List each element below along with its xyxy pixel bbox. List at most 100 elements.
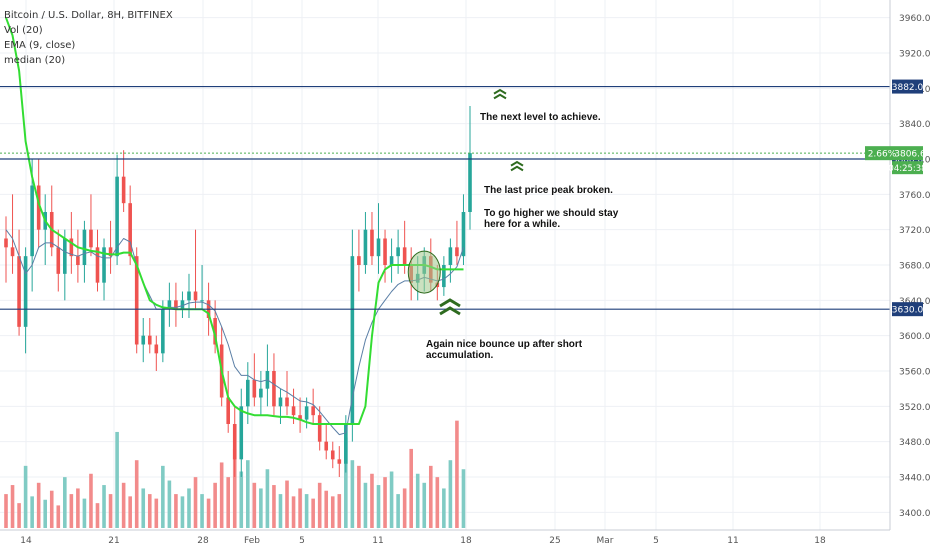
- volume-bar: [49, 490, 54, 528]
- candle-body: [180, 300, 185, 310]
- annotation-bounce-1: Again nice bounce up after short: [426, 339, 583, 350]
- x-tick-label: 18: [814, 536, 826, 546]
- y-tick-label: 3600.0: [899, 332, 931, 342]
- candle: [226, 371, 230, 433]
- volume-bar: [455, 420, 459, 528]
- candle: [265, 344, 270, 407]
- candle: [259, 371, 263, 416]
- legend-median[interactable]: median (20): [4, 55, 66, 66]
- candle: [141, 318, 146, 363]
- candle-body: [147, 335, 152, 345]
- candle: [370, 212, 374, 265]
- candle: [396, 229, 400, 274]
- volume-bar: [265, 469, 270, 528]
- volume-bar: [232, 448, 237, 528]
- candle-body: [63, 238, 67, 274]
- candle-body: [95, 247, 100, 283]
- y-tick-label: 3920.0: [899, 50, 931, 60]
- volume-bar: [239, 471, 244, 528]
- candle: [232, 406, 237, 477]
- candle-body: [69, 238, 74, 257]
- volume-bar: [134, 460, 139, 528]
- volume-bar: [448, 460, 453, 528]
- candle: [49, 185, 54, 257]
- chevron-up-icon: [493, 88, 507, 100]
- candle-body: [134, 256, 139, 345]
- candle-body: [167, 300, 172, 310]
- candle: [468, 106, 472, 230]
- countdown-tag: [892, 161, 923, 175]
- candle: [304, 397, 309, 429]
- candle: [161, 300, 165, 363]
- y-tick-label: 3520.0: [899, 403, 931, 413]
- candle-body: [324, 441, 329, 451]
- candle-body: [442, 265, 446, 288]
- legend-ema[interactable]: EMA (9, close): [4, 40, 76, 51]
- candle: [10, 194, 15, 274]
- volume-bar: [213, 482, 217, 528]
- volume-bar: [115, 431, 119, 528]
- volume-bar: [461, 469, 466, 528]
- ema-line: [5, 229, 464, 436]
- annotation-go-higher-1: To go higher we should stay: [484, 208, 619, 219]
- candle: [108, 220, 113, 274]
- volume-bar: [76, 488, 80, 528]
- volume-bar: [311, 498, 315, 528]
- price-change-label: 2.66%: [868, 150, 897, 160]
- volume-bar: [89, 473, 93, 528]
- candle-body: [187, 291, 191, 301]
- candle-body: [30, 185, 34, 257]
- volume-bar: [415, 473, 420, 528]
- y-tick-label: 3480.0: [899, 438, 931, 448]
- candle: [121, 150, 126, 212]
- volume-bar: [154, 498, 159, 528]
- candle: [357, 229, 361, 292]
- volume-bar: [167, 480, 172, 528]
- candle-body: [370, 229, 374, 257]
- candle: [376, 203, 381, 274]
- volume-bar: [147, 494, 152, 528]
- candle-body: [4, 238, 8, 248]
- volume-bar: [4, 494, 8, 528]
- candle-body: [246, 379, 250, 407]
- volume-bar: [376, 485, 381, 528]
- y-tick-label: 3400.0: [899, 509, 931, 519]
- candle: [337, 446, 342, 477]
- candle-body: [154, 344, 159, 354]
- x-tick-label: 21: [108, 536, 119, 546]
- candle-body: [285, 397, 289, 407]
- x-tick-label: Mar: [597, 536, 614, 546]
- annotation-next-level: The next level to achieve.: [480, 112, 601, 123]
- candle: [389, 238, 394, 283]
- candle-body: [317, 415, 322, 442]
- candle-body: [357, 256, 361, 265]
- volume-bar: [350, 460, 355, 528]
- volume-bar: [36, 482, 41, 528]
- candle: [4, 216, 8, 283]
- candle: [167, 282, 172, 327]
- volume-bar: [226, 477, 230, 528]
- volume-bar: [200, 494, 204, 528]
- candle-body: [376, 238, 381, 257]
- legend-volume[interactable]: Vol (20): [4, 25, 43, 36]
- candle-body: [272, 371, 276, 407]
- candle: [285, 371, 289, 416]
- y-tick-label: 3960.0: [899, 14, 931, 24]
- candle-body: [36, 185, 41, 230]
- volume-bar: [17, 503, 21, 528]
- candle-body: [363, 229, 368, 265]
- x-tick-label: 28: [197, 536, 209, 546]
- candle-body: [121, 176, 126, 204]
- candle-body: [56, 247, 61, 274]
- level-tag-label: 3800.0: [892, 156, 924, 166]
- candle-body: [468, 153, 472, 212]
- last-price-label: 3806.6: [894, 150, 926, 160]
- level-tag-label: 3882.0: [892, 83, 924, 93]
- volume-bar: [63, 477, 67, 528]
- volume-bar: [108, 494, 113, 528]
- candle: [311, 388, 315, 424]
- candle-body: [161, 309, 165, 354]
- legend-symbol[interactable]: Bitcoin / U.S. Dollar, 8H, BITFINEX: [4, 10, 173, 21]
- volume-bar: [324, 490, 329, 528]
